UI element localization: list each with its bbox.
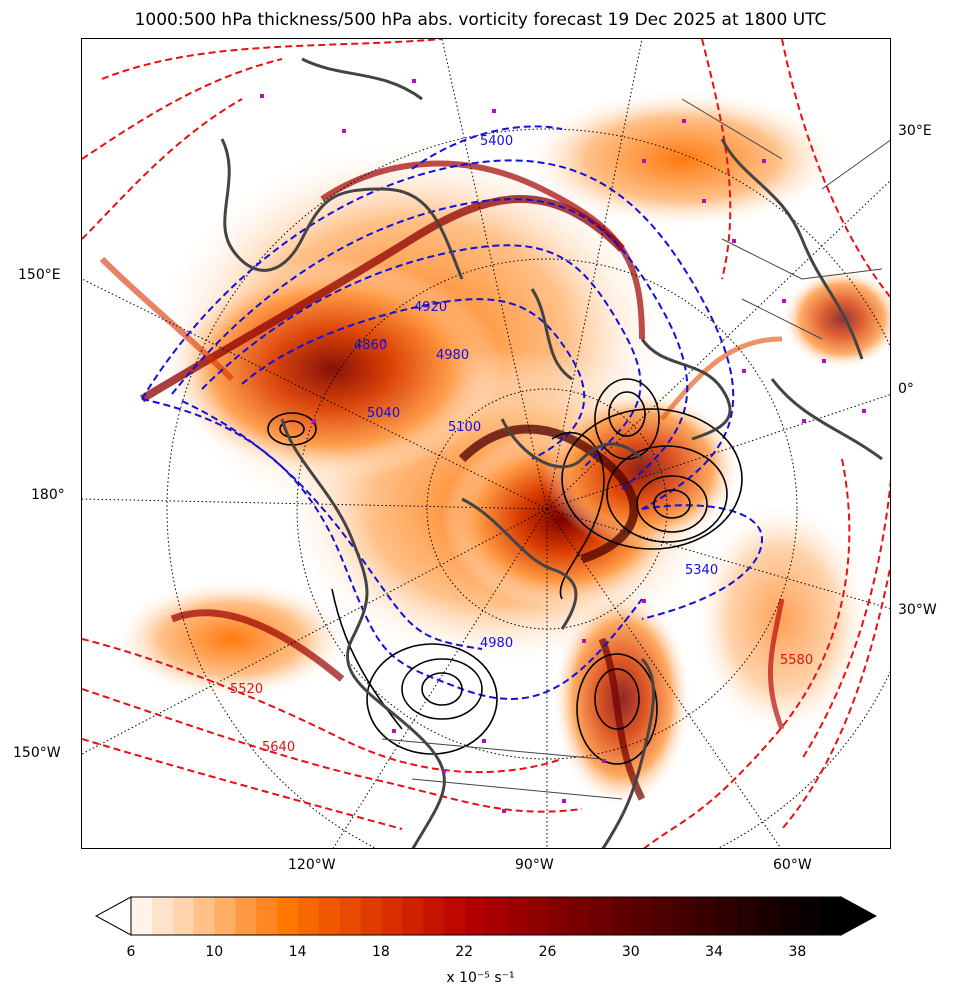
colorbar-tick-label: 34 [705, 944, 724, 960]
lon-label-30e: 30°E [898, 123, 932, 139]
label-4860: 4860 [354, 338, 387, 353]
colorbar-min-extend [94, 896, 132, 936]
label-5580: 5580 [780, 653, 813, 668]
colorbar-tick-label: 38 [788, 944, 807, 960]
colorbar-swatch [569, 897, 592, 935]
colorbar-swatch [193, 897, 216, 935]
colorbar-swatch [548, 897, 571, 935]
colorbar-tick-label: 10 [205, 944, 224, 960]
colorbar-swatch [423, 897, 445, 935]
contour-labels: 5400 4920 4860 4980 5040 5100 5340 4980 … [230, 134, 813, 755]
label-4980-b: 4980 [480, 636, 513, 651]
lon-label-30w: 30°W [898, 602, 937, 618]
colorbar-swatch [339, 897, 362, 935]
colorbar-swatch [820, 897, 842, 935]
colorbar-tick-label: 6 [126, 944, 136, 960]
colorbar-swatch [486, 897, 508, 935]
colorbar-swatch [298, 897, 320, 935]
label-5640: 5640 [262, 740, 295, 755]
lon-label-0: 0° [898, 381, 914, 397]
lon-label-120w: 120°W [288, 857, 336, 873]
vorticity-shading [99, 89, 890, 809]
colorbar-swatch [632, 897, 654, 935]
colorbar-swatch [590, 897, 612, 935]
colorbar-swatch [757, 897, 779, 935]
colorbar-ticks: 6 10 14 18 22 26 30 34 38 [0, 944, 961, 964]
lon-label-150e: 150°E [18, 267, 61, 283]
lon-label-180: 180° [31, 487, 65, 503]
lon-label-150w: 150°W [13, 745, 61, 761]
colorbar-swatch [506, 897, 529, 935]
lon-label-90w: 90°W [515, 857, 554, 873]
colorbar-swatch [172, 897, 195, 935]
colorbar-swatch [673, 897, 696, 935]
label-5040: 5040 [367, 406, 400, 421]
colorbar-swatch [214, 897, 237, 935]
label-4980: 4980 [436, 348, 469, 363]
colorbar-swatch [277, 897, 299, 935]
colorbar-tick-label: 22 [455, 944, 474, 960]
lon-label-60w: 60°W [773, 857, 812, 873]
colorbar-tick-label: 26 [538, 944, 557, 960]
label-4920: 4920 [414, 300, 447, 315]
coastlines [220, 57, 883, 848]
colorbar-max-extend [840, 896, 878, 936]
borders [381, 98, 890, 800]
colorbar-unit-label: x 10⁻⁵ s⁻¹ [446, 970, 515, 986]
thickness-contours-cold [141, 125, 764, 700]
label-5400: 5400 [480, 134, 513, 149]
label-5100: 5100 [448, 420, 481, 435]
colorbar-swatch [694, 897, 717, 935]
colorbar-tick-label: 18 [371, 944, 390, 960]
chart-title: 1000:500 hPa thickness/500 hPa abs. vort… [134, 10, 827, 30]
thickness-contours-warm [82, 39, 890, 848]
colorbar-swatch [799, 897, 821, 935]
map-canvas: 5400 4920 4860 4980 5040 5100 5340 4980 … [82, 39, 890, 848]
colorbar-swatch [715, 897, 738, 935]
colorbar-swatch [360, 897, 383, 935]
black-contours [267, 378, 743, 765]
station-markers [260, 79, 866, 813]
colorbar-swatch [402, 897, 424, 935]
colorbar-swatch [318, 897, 341, 935]
colorbar [94, 896, 878, 936]
colorbar-tick-label: 14 [288, 944, 307, 960]
colorbar-border [130, 896, 842, 936]
colorbar-graphic [94, 896, 878, 936]
colorbar-swatch [527, 897, 550, 935]
colorbar-swatch [444, 897, 466, 935]
label-5340: 5340 [685, 563, 718, 578]
map-panel: 5400 4920 4860 4980 5040 5100 5340 4980 … [81, 38, 891, 849]
colorbar-tick-label: 30 [621, 944, 640, 960]
colorbar-swatch [778, 897, 800, 935]
colorbar-swatch [611, 897, 633, 935]
colorbar-swatch [736, 897, 759, 935]
colorbar-swatch [151, 897, 174, 935]
colorbar-swatch [235, 897, 257, 935]
label-5520: 5520 [230, 682, 263, 697]
colorbar-swatch [381, 897, 404, 935]
colorbar-swatch [465, 897, 487, 935]
graticule [82, 39, 890, 848]
colorbar-swatch [131, 897, 153, 935]
colorbar-swatch [653, 897, 675, 935]
colorbar-swatch [256, 897, 278, 935]
